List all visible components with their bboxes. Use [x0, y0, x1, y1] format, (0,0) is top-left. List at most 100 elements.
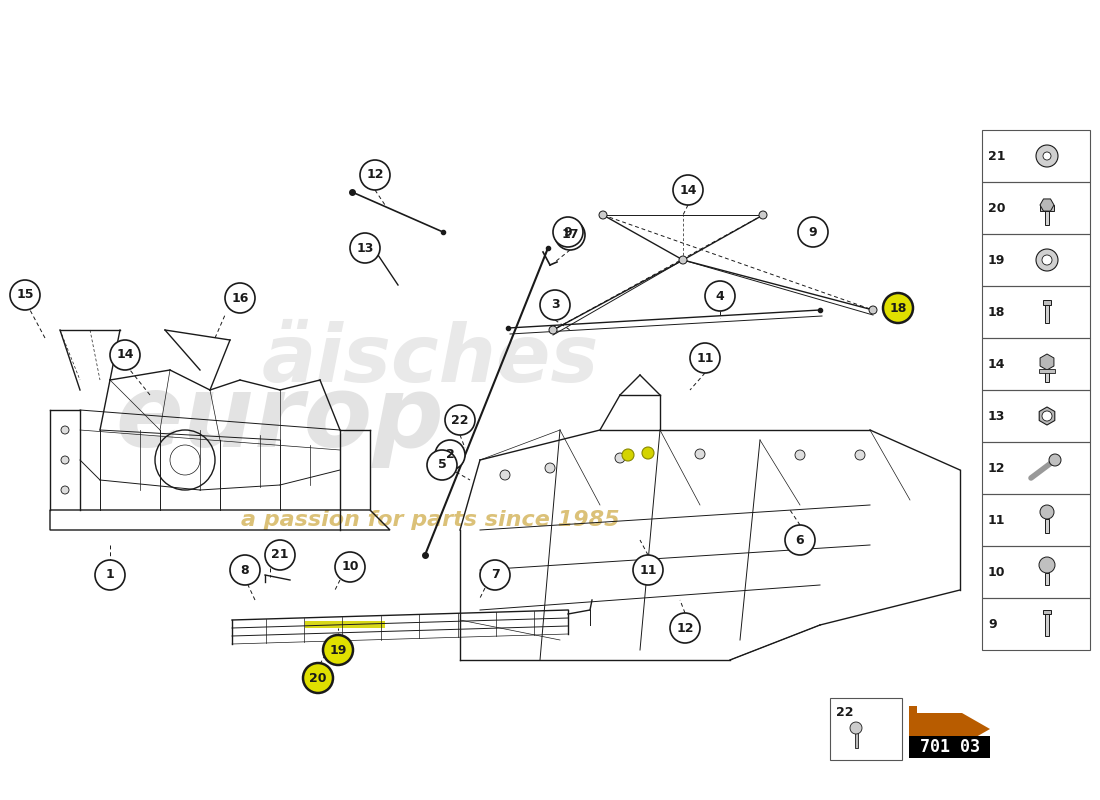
Circle shape	[1042, 255, 1052, 265]
Polygon shape	[1040, 199, 1054, 211]
Circle shape	[1040, 557, 1055, 573]
Circle shape	[226, 283, 255, 313]
Bar	[982, 234, 1090, 286]
Text: 8: 8	[241, 563, 250, 577]
Text: europ: europ	[116, 371, 444, 469]
Text: 22: 22	[836, 706, 854, 718]
Text: 2: 2	[446, 449, 454, 462]
Text: 18: 18	[988, 306, 1005, 318]
Circle shape	[265, 540, 295, 570]
Bar	[982, 598, 1090, 650]
Bar	[1045, 519, 1049, 533]
Text: 19: 19	[329, 643, 346, 657]
Bar	[982, 286, 1090, 338]
Bar	[1045, 370, 1049, 382]
Bar	[855, 730, 858, 748]
Text: 14: 14	[680, 183, 696, 197]
Text: 15: 15	[16, 289, 34, 302]
Circle shape	[553, 217, 583, 247]
Circle shape	[1043, 152, 1050, 160]
Circle shape	[544, 463, 556, 473]
Circle shape	[549, 326, 557, 334]
Text: 21: 21	[988, 150, 1005, 162]
Text: 20: 20	[988, 202, 1005, 214]
Text: 17: 17	[561, 229, 579, 242]
Text: 12: 12	[988, 462, 1005, 474]
Text: 19: 19	[988, 254, 1005, 266]
Text: 10: 10	[341, 561, 359, 574]
Circle shape	[230, 555, 260, 585]
Polygon shape	[1040, 407, 1055, 425]
Text: 18: 18	[889, 302, 906, 314]
Text: 11: 11	[696, 351, 714, 365]
Polygon shape	[909, 706, 990, 752]
Text: 5: 5	[438, 458, 447, 471]
Bar	[982, 390, 1090, 442]
Text: 4: 4	[716, 290, 725, 302]
Text: 1: 1	[106, 569, 114, 582]
Circle shape	[60, 426, 69, 434]
Circle shape	[360, 160, 390, 190]
Bar	[982, 442, 1090, 494]
Circle shape	[670, 613, 700, 643]
Circle shape	[705, 281, 735, 311]
Circle shape	[600, 211, 607, 219]
Circle shape	[795, 450, 805, 460]
Circle shape	[632, 555, 663, 585]
Bar	[1043, 610, 1050, 614]
Circle shape	[302, 663, 333, 693]
Polygon shape	[1041, 354, 1054, 370]
Bar	[982, 546, 1090, 598]
Text: 3: 3	[551, 298, 559, 311]
Circle shape	[642, 447, 654, 459]
Circle shape	[850, 722, 862, 734]
Text: 13: 13	[988, 410, 1005, 422]
Text: a passion for parts since 1985: a passion for parts since 1985	[241, 510, 619, 530]
Circle shape	[60, 486, 69, 494]
Text: 12: 12	[676, 622, 694, 634]
Circle shape	[1042, 411, 1052, 421]
Text: 11: 11	[988, 514, 1005, 526]
Circle shape	[434, 440, 465, 470]
Circle shape	[855, 450, 865, 460]
Bar	[1040, 205, 1054, 211]
Circle shape	[1049, 454, 1061, 466]
Circle shape	[785, 525, 815, 555]
Text: 13: 13	[356, 242, 374, 254]
Text: äisches: äisches	[262, 321, 598, 399]
Circle shape	[759, 211, 767, 219]
Circle shape	[350, 233, 380, 263]
Circle shape	[336, 552, 365, 582]
Bar	[982, 338, 1090, 390]
Bar	[305, 621, 385, 628]
Bar	[1045, 211, 1049, 225]
Text: 16: 16	[231, 291, 249, 305]
Text: 9: 9	[988, 618, 997, 630]
Circle shape	[110, 340, 140, 370]
Circle shape	[798, 217, 828, 247]
Text: 22: 22	[451, 414, 469, 426]
Circle shape	[60, 456, 69, 464]
Circle shape	[323, 635, 353, 665]
Circle shape	[480, 560, 510, 590]
Text: 12: 12	[366, 169, 384, 182]
Circle shape	[540, 290, 570, 320]
Bar	[1045, 614, 1049, 636]
Bar	[909, 736, 990, 758]
Text: 20: 20	[309, 671, 327, 685]
Text: 6: 6	[795, 534, 804, 546]
Text: 9: 9	[808, 226, 817, 238]
Circle shape	[427, 450, 456, 480]
Text: 701 03: 701 03	[920, 738, 979, 756]
Bar	[1043, 300, 1050, 305]
Circle shape	[1040, 505, 1054, 519]
Circle shape	[615, 453, 625, 463]
Bar	[1040, 369, 1055, 373]
Bar	[982, 130, 1090, 182]
Circle shape	[500, 470, 510, 480]
Text: 9: 9	[563, 226, 572, 238]
Text: 11: 11	[639, 563, 657, 577]
Circle shape	[673, 175, 703, 205]
Bar	[830, 698, 902, 760]
Circle shape	[10, 280, 40, 310]
